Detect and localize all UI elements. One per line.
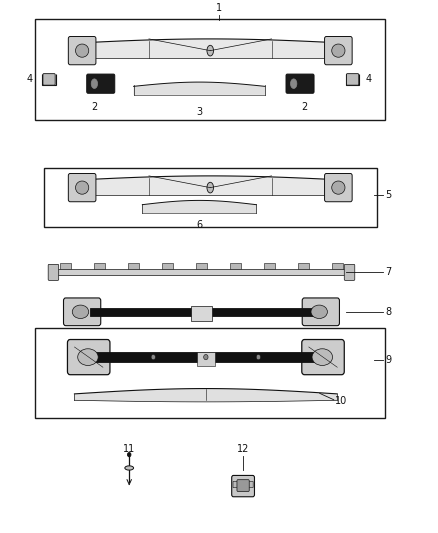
Ellipse shape — [204, 354, 208, 360]
Text: 9: 9 — [385, 355, 392, 365]
Bar — [53, 269, 350, 275]
Text: 3: 3 — [196, 107, 202, 117]
Polygon shape — [74, 176, 346, 195]
Ellipse shape — [207, 182, 213, 193]
Text: 1: 1 — [216, 3, 222, 13]
Bar — [128, 263, 139, 269]
Bar — [298, 263, 308, 269]
Text: 7: 7 — [385, 267, 392, 277]
Text: 2: 2 — [301, 102, 307, 112]
FancyBboxPatch shape — [48, 264, 59, 280]
Bar — [94, 263, 105, 269]
Bar — [332, 263, 343, 269]
Ellipse shape — [127, 453, 131, 457]
Ellipse shape — [290, 79, 297, 88]
Polygon shape — [142, 200, 256, 213]
Bar — [230, 263, 240, 269]
FancyBboxPatch shape — [344, 264, 355, 280]
FancyBboxPatch shape — [325, 36, 352, 64]
Text: 8: 8 — [385, 307, 392, 317]
FancyBboxPatch shape — [286, 74, 314, 93]
Ellipse shape — [91, 79, 98, 88]
FancyBboxPatch shape — [232, 475, 254, 497]
Ellipse shape — [75, 44, 89, 57]
FancyBboxPatch shape — [43, 74, 55, 85]
Bar — [90, 308, 313, 316]
Bar — [60, 263, 71, 269]
Ellipse shape — [332, 181, 345, 194]
FancyBboxPatch shape — [325, 173, 352, 201]
Ellipse shape — [332, 44, 345, 57]
Bar — [191, 306, 212, 321]
Bar — [197, 352, 215, 366]
Polygon shape — [74, 39, 346, 58]
Bar — [96, 352, 315, 362]
Ellipse shape — [312, 349, 332, 366]
Text: 11: 11 — [123, 444, 135, 454]
FancyBboxPatch shape — [87, 74, 115, 93]
Ellipse shape — [75, 181, 89, 194]
Bar — [35, 328, 385, 418]
Ellipse shape — [125, 466, 134, 470]
FancyBboxPatch shape — [64, 298, 101, 326]
FancyBboxPatch shape — [302, 340, 344, 375]
Bar — [35, 19, 385, 120]
Polygon shape — [74, 389, 337, 402]
Ellipse shape — [78, 349, 98, 366]
Text: 12: 12 — [237, 444, 249, 454]
FancyBboxPatch shape — [233, 481, 239, 488]
Ellipse shape — [207, 45, 213, 56]
FancyBboxPatch shape — [67, 340, 110, 375]
Text: 6: 6 — [196, 220, 202, 230]
FancyBboxPatch shape — [68, 173, 96, 201]
Ellipse shape — [151, 354, 155, 360]
FancyBboxPatch shape — [302, 298, 339, 326]
FancyBboxPatch shape — [346, 74, 359, 85]
Text: 5: 5 — [385, 190, 392, 199]
FancyBboxPatch shape — [68, 36, 96, 64]
Text: 4: 4 — [27, 74, 33, 84]
FancyBboxPatch shape — [247, 481, 253, 488]
FancyBboxPatch shape — [237, 480, 249, 491]
Ellipse shape — [256, 354, 261, 360]
Polygon shape — [134, 82, 265, 95]
Ellipse shape — [311, 305, 327, 319]
Text: 4: 4 — [366, 74, 372, 84]
Text: 10: 10 — [335, 396, 347, 406]
Bar — [264, 263, 275, 269]
Bar — [162, 263, 173, 269]
Text: 2: 2 — [91, 102, 97, 112]
Ellipse shape — [72, 305, 89, 319]
Bar — [44, 168, 377, 227]
Bar — [196, 263, 207, 269]
